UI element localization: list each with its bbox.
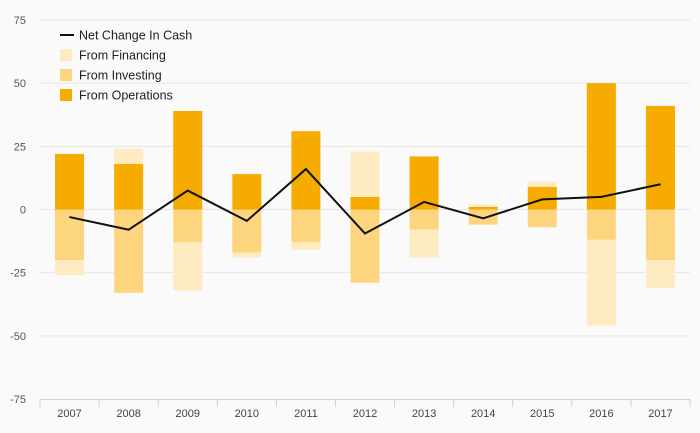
net-change-point-2014 (482, 217, 484, 219)
x-tick-label: 2013 (412, 408, 436, 420)
x-axis: 2007 2008 2009 2010 2011 2012 2013 2014 2015 2016… (39, 399, 691, 420)
x-tick-label: 2015 (530, 408, 554, 420)
bar-from-operations-2009 (173, 110, 203, 210)
bar-from-investing-2014 (468, 209, 498, 225)
bar-from-operations-2013 (409, 156, 439, 210)
x-tick-label: 2010 (235, 408, 259, 420)
bar-from-investing-2009 (173, 209, 203, 243)
y-tick-label: 50 (14, 78, 26, 90)
bar-from-operations-2007 (55, 153, 85, 210)
y-tick-label: 0 (20, 205, 26, 217)
bar-from-financing-2007 (55, 260, 85, 276)
y-axis: 75 50 25 0 -25 -50 -75 (10, 15, 26, 406)
bar-from-financing-2013 (409, 229, 439, 258)
legend-label-from-financing: From Financing (79, 49, 166, 63)
net-change-point-2012 (364, 233, 366, 235)
bar-from-operations-2010 (232, 174, 262, 210)
net-change-point-2009 (187, 190, 189, 192)
legend-label-from-operations: From Operations (79, 89, 173, 103)
y-tick-label: 25 (14, 141, 26, 153)
net-change-point-2016 (600, 196, 602, 198)
bar-from-investing-2012 (350, 209, 380, 283)
bar-from-operations-2008 (114, 164, 144, 210)
bar-from-operations-2012 (350, 196, 380, 210)
legend-label-from-investing: From Investing (79, 69, 162, 83)
y-tick-label: -75 (10, 394, 26, 406)
legend-swatch-from-operations (60, 89, 72, 101)
x-tick-label: 2017 (648, 408, 672, 420)
bar-from-financing-2017 (645, 260, 675, 288)
bar-from-operations-2014 (468, 206, 498, 210)
y-tick-label: 75 (14, 15, 26, 27)
legend-label-net-change-in-cash: Net Change In Cash (79, 29, 192, 43)
net-change-point-2013 (423, 201, 425, 203)
legend: Net Change In Cash From Financing From Inv… (60, 29, 192, 103)
bar-from-financing-2010 (232, 252, 262, 258)
net-change-point-2008 (128, 229, 130, 231)
bar-from-operations-2016 (586, 83, 616, 210)
x-tick-label: 2007 (57, 408, 81, 420)
bar-from-financing-2014 (468, 204, 498, 207)
bar-from-financing-2015 (527, 181, 557, 187)
bar-from-investing-2011 (291, 209, 321, 243)
net-change-line-group (69, 167, 661, 235)
bar-from-investing-2016 (586, 209, 616, 240)
bar-from-financing-2012 (350, 151, 380, 197)
y-tick-label: -25 (10, 268, 26, 280)
bar-from-investing-2017 (645, 209, 675, 261)
bar-from-financing-2011 (291, 242, 321, 250)
net-change-point-2010 (246, 220, 248, 222)
x-tick-label: 2012 (353, 408, 377, 420)
bar-from-financing-2016 (586, 239, 616, 326)
bar-from-financing-2009 (173, 242, 203, 291)
net-change-point-2011 (305, 168, 307, 170)
bar-from-operations-2017 (645, 105, 675, 210)
x-tick-label: 2016 (589, 408, 613, 420)
y-tick-label: -50 (10, 331, 26, 343)
legend-swatch-from-investing (60, 69, 72, 81)
bar-from-operations-2015 (527, 186, 557, 210)
x-tick-label: 2014 (471, 408, 495, 420)
net-change-point-2015 (541, 198, 543, 200)
bar-from-financing-2008 (114, 148, 144, 165)
net-change-point-2007 (69, 216, 71, 218)
x-tick-label: 2008 (116, 408, 140, 420)
bar-from-investing-2013 (409, 209, 439, 230)
net-change-point-2017 (659, 183, 661, 185)
legend-swatch-from-financing (60, 49, 72, 61)
x-tick-label: 2011 (294, 408, 318, 420)
bars (55, 83, 675, 326)
x-tick-label: 2009 (175, 408, 199, 420)
bar-from-investing-2015 (527, 209, 557, 228)
